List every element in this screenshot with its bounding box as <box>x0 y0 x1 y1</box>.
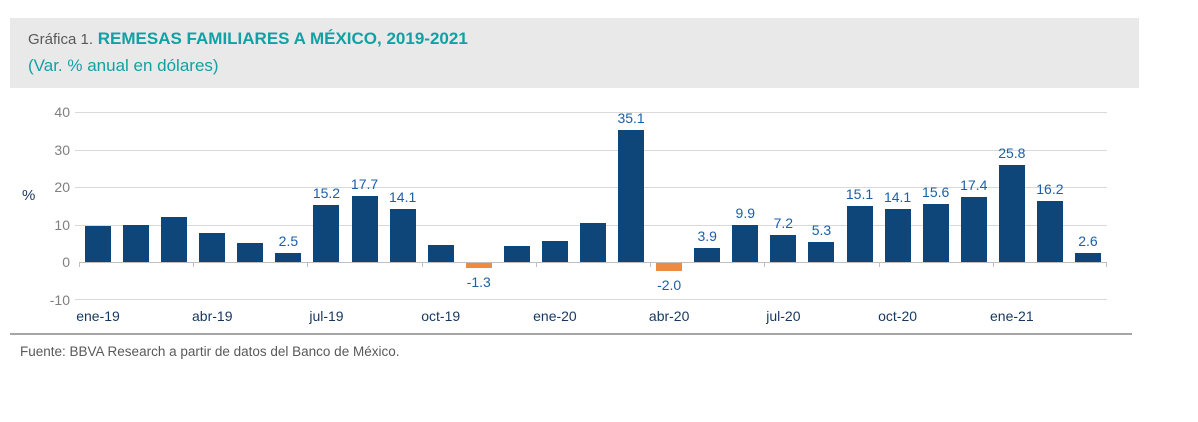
bar-may-19 <box>237 242 264 263</box>
source-divider <box>10 333 1132 335</box>
bar-value-label: 16.2 <box>1036 181 1064 198</box>
y-axis-tick-label: 40 <box>54 104 70 120</box>
x-axis-tick-mark <box>1106 262 1107 268</box>
x-axis-tick-mark <box>421 262 423 268</box>
y-axis-tick-label: 0 <box>62 254 70 271</box>
x-axis-tick-label: oct-19 <box>421 308 461 324</box>
chart-title: REMESAS FAMILIARES A MÉXICO, 2019-2021 <box>97 29 468 48</box>
bar-value-label: 5.3 <box>811 222 832 239</box>
chart-title-line: Gráfica 1. REMESAS FAMILIARES A MÉXICO, … <box>28 26 1139 53</box>
x-axis-tick-mark <box>79 262 80 268</box>
bar-jun-19 <box>275 253 302 263</box>
x-axis-tick-label: jul-20 <box>766 308 801 324</box>
gridline <box>75 187 1107 189</box>
bar-mar-19 <box>161 216 188 263</box>
bar-feb-19 <box>123 224 150 263</box>
x-axis-tick-label: ene-20 <box>533 308 577 324</box>
x-axis-tick-label: abr-20 <box>648 308 690 324</box>
x-axis-tick-label: abr-19 <box>192 308 233 324</box>
bar-feb-20 <box>580 222 606 263</box>
bar-ago-20 <box>808 242 835 263</box>
bar-nov-19 <box>465 263 492 269</box>
bar-dic-19 <box>503 245 530 263</box>
x-axis-tick-label: jul-19 <box>309 308 344 324</box>
y-axis-tick-label: 30 <box>54 141 70 158</box>
x-axis-tick-mark <box>307 262 309 268</box>
bar-ene-20 <box>541 241 568 263</box>
x-axis-tick-label: ene-19 <box>76 308 120 324</box>
bar-jun-20 <box>732 225 759 263</box>
bar-value-label: 15.1 <box>845 185 874 202</box>
bar-value-label: 9.9 <box>735 205 756 222</box>
bar-value-label: 3.9 <box>697 227 717 244</box>
x-axis-baseline <box>79 262 1107 264</box>
bar-value-label: 14.1 <box>389 189 417 206</box>
source-note: Fuente: BBVA Research a partir de datos … <box>20 344 400 359</box>
x-axis-tick-mark <box>764 262 766 268</box>
bar-chart-plot-area: 2.5 15.2 17.7 14.1 -1.3 35.1 -2.0 3.9 9.9 7.2 5.3 1… <box>75 110 1107 300</box>
gridline <box>75 299 1107 300</box>
bar-value-label: 2.6 <box>1078 232 1098 249</box>
y-axis-tick-label: 20 <box>54 179 70 196</box>
bar-mar-21 <box>1074 252 1101 263</box>
bar-value-label: 35.1 <box>617 110 645 127</box>
y-axis-unit-label: % <box>22 187 36 204</box>
bar-mar-20 <box>618 130 645 263</box>
y-axis-tick-label: -10 <box>49 292 70 308</box>
bar-abr-20 <box>656 263 683 271</box>
x-axis-tick-label: oct-20 <box>878 308 918 324</box>
bar-value-label: -1.3 <box>466 274 491 291</box>
chart-subtitle: (Var. % anual en dólares) <box>28 56 219 75</box>
gridline <box>75 149 1107 151</box>
bar-oct-20 <box>884 209 911 263</box>
bar-value-label: 7.2 <box>773 215 794 232</box>
bar-value-label: 25.8 <box>998 145 1026 162</box>
chart-header: Gráfica 1. REMESAS FAMILIARES A MÉXICO, … <box>10 18 1139 88</box>
gridline <box>75 112 1107 113</box>
y-axis-tick-label: 10 <box>54 216 70 233</box>
bar-sep-19 <box>389 209 416 263</box>
x-axis-tick-mark <box>992 262 994 268</box>
bar-ene-21 <box>998 165 1025 263</box>
x-axis-tick-mark <box>535 262 537 268</box>
bar-value-label: -2.0 <box>657 276 682 293</box>
x-axis-tick-label: ene-21 <box>990 308 1034 324</box>
bar-jul-19 <box>313 205 340 263</box>
x-axis-tick-mark <box>650 262 652 268</box>
bar-jul-20 <box>770 235 797 263</box>
bar-nov-20 <box>922 203 949 263</box>
bar-value-label: 15.6 <box>922 183 950 200</box>
bar-dic-20 <box>960 196 987 263</box>
chart-number-label: Gráfica 1. <box>28 31 94 48</box>
bar-ago-19 <box>351 195 378 263</box>
bar-feb-21 <box>1036 201 1063 263</box>
x-axis-tick-mark <box>193 262 195 268</box>
bar-value-label: 14.1 <box>883 189 912 206</box>
bar-ene-19 <box>85 226 112 263</box>
bar-oct-19 <box>427 244 454 263</box>
bar-abr-19 <box>199 233 226 263</box>
bar-sep-20 <box>846 205 873 263</box>
bar-may-20 <box>694 247 721 263</box>
x-axis-tick-mark <box>878 262 880 268</box>
bar-value-label: 2.5 <box>278 233 299 249</box>
bar-value-label: 17.4 <box>960 176 988 193</box>
bar-value-label: 15.2 <box>312 185 341 202</box>
bar-value-label: 17.7 <box>350 175 379 192</box>
